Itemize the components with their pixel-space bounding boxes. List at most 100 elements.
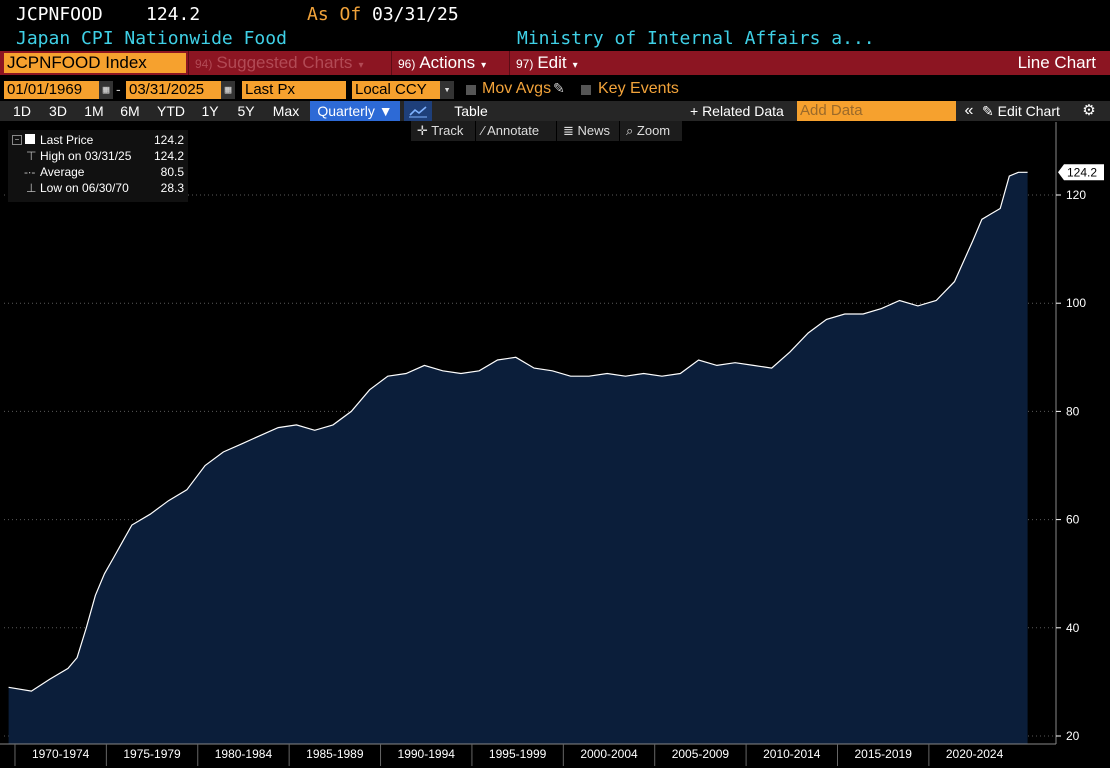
price-field-select[interactable]: Last Px — [242, 81, 346, 99]
suggested-charts-menu[interactable]: 94) Suggested Charts ▾ — [188, 51, 390, 75]
news-label: News — [577, 123, 611, 138]
x-tick-label: 1980-1984 — [215, 747, 273, 761]
average-marker-icon: -∙- — [24, 165, 36, 179]
pencil-icon[interactable]: ✎ — [553, 80, 565, 96]
collapse-icon[interactable]: « — [964, 102, 974, 119]
edit-chart-label: Edit Chart — [997, 103, 1060, 119]
chevron-down-icon: ▾ — [358, 60, 364, 71]
news-icon: ≣ — [563, 123, 574, 138]
pencil-icon: ✎ — [982, 103, 994, 119]
zoom-tool[interactable]: ⌕ Zoom — [620, 121, 682, 141]
crosshair-icon: ✛ — [417, 123, 428, 138]
table-button[interactable]: Table — [454, 103, 488, 119]
mov-avgs-label[interactable]: Mov Avgs — [482, 80, 552, 97]
magnifier-icon: ⌕ — [626, 123, 634, 138]
zoom-label: Zoom — [636, 123, 671, 138]
edit-num: 97) — [516, 57, 534, 71]
y-tick-label: 100 — [1066, 296, 1086, 310]
security-description: Japan CPI Nationwide Food — [16, 28, 287, 49]
range-button-5y[interactable]: 5Y — [237, 103, 255, 119]
chart-legend: − Last Price 124.2 ⊤ High on 03/31/25 12… — [8, 130, 188, 202]
line-chart-icon[interactable] — [404, 101, 432, 121]
end-date-field[interactable]: 03/31/2025 — [126, 81, 221, 99]
x-tick-label: 2020-2024 — [946, 747, 1004, 761]
track-label: Track — [431, 123, 464, 138]
collapse-legend-icon[interactable]: − — [12, 135, 22, 145]
period-label: Quarterly — [317, 103, 375, 119]
annotate-label: Annotate — [487, 123, 540, 138]
news-tool[interactable]: ≣ News — [557, 121, 619, 141]
edit-chart-button[interactable]: ✎ Edit Chart — [982, 101, 1074, 121]
range-button-6m[interactable]: 6M — [120, 103, 140, 119]
range-button-1m[interactable]: 1M — [84, 103, 104, 119]
key-events-label[interactable]: Key Events — [598, 80, 679, 97]
add-data-input[interactable]: Add Data — [797, 101, 956, 121]
series-line — [8, 171, 1028, 692]
range-button-3d[interactable]: 3D — [49, 103, 67, 119]
security-field[interactable]: JCPNFOOD Index — [4, 53, 186, 73]
mov-avgs-checkbox[interactable] — [466, 85, 476, 95]
low-marker-icon: ⊥ — [26, 181, 37, 195]
annotate-icon: ⁄ — [482, 123, 485, 138]
related-data-button[interactable]: + Related Data — [690, 103, 784, 119]
range-button-1d[interactable]: 1D — [13, 103, 31, 119]
y-tick-label: 20 — [1066, 729, 1080, 743]
period-select[interactable]: Quarterly ▼ — [310, 101, 400, 121]
x-tick-label: 1990-1994 — [398, 747, 456, 761]
x-tick-label: 2005-2009 — [672, 747, 730, 761]
range-button-max[interactable]: Max — [272, 103, 300, 119]
x-tick-label: 2000-2004 — [580, 747, 638, 761]
legend-high-label: High on 03/31/25 — [40, 149, 132, 163]
range-button-ytd[interactable]: YTD — [157, 103, 185, 119]
line-chart-plot[interactable]: 20 40 60 80 100 120 124.2 1970-1974 1975-1979 198… — [0, 122, 1110, 768]
y-tick-label: 80 — [1066, 404, 1080, 418]
start-date-field[interactable]: 01/01/1969 — [4, 81, 99, 99]
x-tick-label: 2015-2019 — [854, 747, 912, 761]
line-chart-glyph — [409, 106, 427, 118]
date-separator: - — [116, 81, 121, 97]
y-tick-label: 120 — [1066, 188, 1086, 202]
currency-select[interactable]: Local CCY — [352, 81, 440, 99]
chevron-down-icon: ▼ — [378, 103, 393, 119]
last-value: 124.2 — [146, 4, 201, 25]
calendar-icon[interactable]: ▦ — [99, 81, 113, 99]
series-swatch — [25, 134, 35, 144]
y-tick-label: 40 — [1066, 621, 1080, 635]
x-tick-label: 1995-1999 — [489, 747, 547, 761]
chevron-down-icon[interactable]: ▾ — [440, 81, 454, 99]
key-events-checkbox[interactable] — [581, 85, 591, 95]
range-button-1y[interactable]: 1Y — [201, 103, 219, 119]
last-value-flag — [1058, 164, 1104, 181]
suggested-charts-label: Suggested Charts — [216, 53, 353, 72]
legend-low-label: Low on 06/30/70 — [40, 181, 129, 195]
annotate-tool[interactable]: ⁄ Annotate — [476, 121, 556, 141]
high-marker-icon: ⊤ — [26, 149, 37, 163]
x-tick-label: 1985-1989 — [306, 747, 364, 761]
ticker-symbol: JCPNFOOD — [16, 4, 103, 25]
as-of-label: As Of — [307, 4, 362, 25]
actions-num: 96) — [398, 57, 416, 71]
y-tick-label: 60 — [1066, 513, 1080, 527]
legend-last-value: 124.2 — [153, 133, 184, 147]
data-source: Ministry of Internal Affairs a... — [517, 28, 875, 49]
series-area — [8, 172, 1028, 745]
suggested-charts-num: 94) — [195, 57, 213, 71]
edit-menu[interactable]: 97) Edit ▾ — [509, 51, 593, 75]
edit-label: Edit — [537, 53, 567, 72]
x-tick-label: 2010-2014 — [763, 747, 821, 761]
actions-label: Actions — [419, 53, 476, 72]
x-tick-label: 1975-1979 — [123, 747, 181, 761]
chevron-down-icon: ▾ — [481, 60, 487, 71]
legend-avg-label: Average — [40, 165, 85, 179]
legend-low-value: 28.3 — [160, 181, 184, 195]
calendar-icon[interactable]: ▦ — [221, 81, 235, 99]
gear-icon[interactable]: ⚙ — [1082, 102, 1096, 119]
chart-type-label[interactable]: Line Chart — [1017, 53, 1096, 72]
legend-last-label: Last Price — [40, 133, 94, 147]
as-of-date: 03/31/25 — [372, 4, 459, 25]
track-tool[interactable]: ✛ Track — [411, 121, 475, 141]
actions-menu[interactable]: 96) Actions ▾ — [391, 51, 508, 75]
chevron-down-icon: ▾ — [572, 60, 578, 71]
x-tick-label: 1970-1974 — [32, 747, 90, 761]
last-value-label: 124.2 — [1067, 165, 1097, 179]
